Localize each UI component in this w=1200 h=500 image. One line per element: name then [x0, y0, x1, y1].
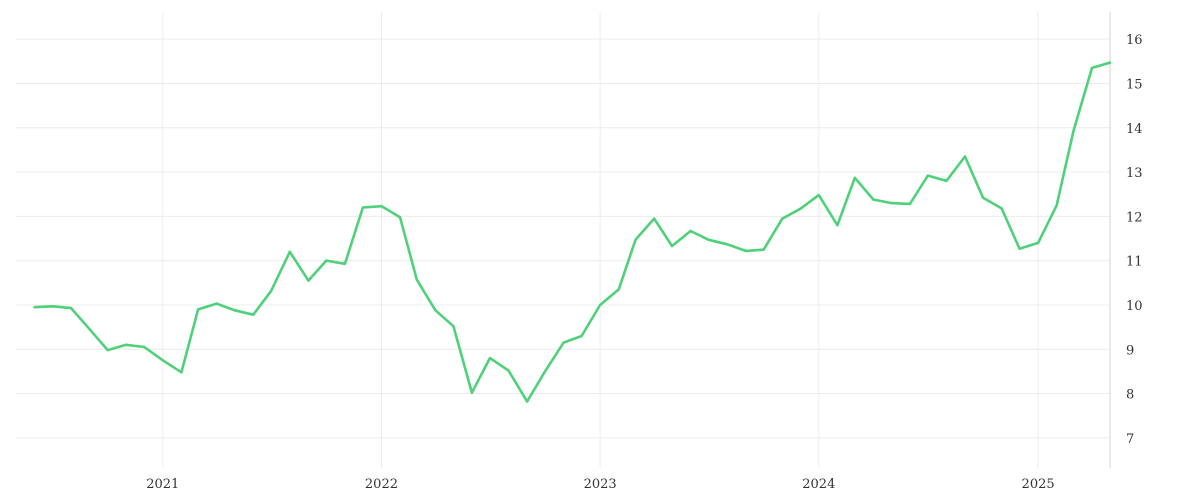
y-tick-label: 12 — [1126, 210, 1143, 225]
y-tick-label: 14 — [1126, 122, 1143, 137]
x-gridlines — [162, 12, 1039, 468]
data-point — [707, 238, 710, 241]
data-point — [908, 202, 912, 206]
y-tick-label: 9 — [1126, 343, 1134, 358]
y-tick-label: 13 — [1126, 166, 1143, 181]
data-point — [836, 224, 839, 227]
x-tick-label: 2022 — [365, 477, 398, 492]
data-point — [981, 196, 985, 199]
data-point — [33, 306, 36, 309]
data-point — [1090, 66, 1094, 70]
data-point — [106, 348, 109, 352]
data-point — [252, 313, 255, 316]
data-point — [343, 262, 347, 265]
data-point — [817, 193, 820, 197]
data-point — [51, 305, 54, 308]
data-point — [1018, 247, 1021, 250]
series-line — [33, 61, 1112, 403]
y-tick-label: 11 — [1126, 255, 1143, 270]
data-point — [963, 155, 967, 158]
data-point — [361, 206, 365, 209]
data-point — [762, 248, 765, 251]
data-point — [88, 328, 91, 331]
data-point — [233, 309, 236, 312]
data-point — [1036, 241, 1040, 245]
data-point — [161, 359, 164, 362]
data-point — [926, 174, 930, 177]
data-point — [288, 250, 291, 253]
data-point — [325, 259, 328, 262]
data-point — [580, 334, 583, 338]
data-point — [215, 302, 218, 305]
x-tick-label: 2023 — [584, 477, 617, 492]
data-point — [180, 371, 183, 374]
data-point — [307, 279, 310, 282]
x-axis-ticks: 2021 2022 2023 2024 2025 — [146, 477, 1054, 492]
x-tick-label: 2024 — [802, 477, 835, 492]
data-point — [670, 244, 674, 248]
y-tick-label: 10 — [1126, 299, 1143, 314]
data-point — [689, 229, 692, 233]
data-point — [617, 288, 620, 291]
data-point — [781, 217, 784, 220]
data-point — [525, 400, 529, 403]
data-point — [270, 289, 273, 292]
data-point — [853, 176, 856, 179]
x-tick-label: 2025 — [1022, 477, 1055, 492]
y-tick-label: 15 — [1126, 77, 1143, 92]
y-gridlines — [16, 38, 1110, 439]
data-point — [1055, 204, 1058, 207]
data-point — [562, 341, 565, 344]
data-point — [470, 391, 474, 394]
data-point — [415, 278, 418, 281]
data-point — [488, 356, 492, 360]
data-point — [452, 325, 455, 328]
data-point — [1000, 207, 1003, 210]
data-point — [726, 243, 729, 246]
data-point — [434, 309, 437, 312]
data-point — [598, 303, 602, 307]
y-tick-label: 8 — [1126, 388, 1134, 403]
data-point — [125, 343, 128, 346]
y-tick-label: 16 — [1126, 33, 1143, 48]
data-point — [799, 207, 802, 210]
data-point — [398, 216, 402, 219]
data-point — [1108, 61, 1112, 64]
y-axis-ticks: 7 8 9 10 11 12 13 14 15 16 — [1126, 33, 1143, 447]
data-point — [507, 369, 510, 372]
data-point — [143, 345, 146, 349]
series-layer — [33, 61, 1112, 403]
data-point — [543, 370, 547, 373]
data-point — [380, 205, 383, 208]
x-tick-label: 2021 — [146, 477, 179, 492]
data-point — [1072, 129, 1075, 133]
data-point — [945, 179, 948, 183]
y-tick-label: 7 — [1126, 432, 1134, 447]
data-point — [69, 306, 73, 310]
data-point — [872, 198, 875, 201]
data-point — [634, 238, 637, 241]
data-point — [744, 249, 747, 253]
data-point — [196, 308, 200, 311]
data-point — [890, 201, 893, 205]
data-point — [652, 217, 656, 220]
